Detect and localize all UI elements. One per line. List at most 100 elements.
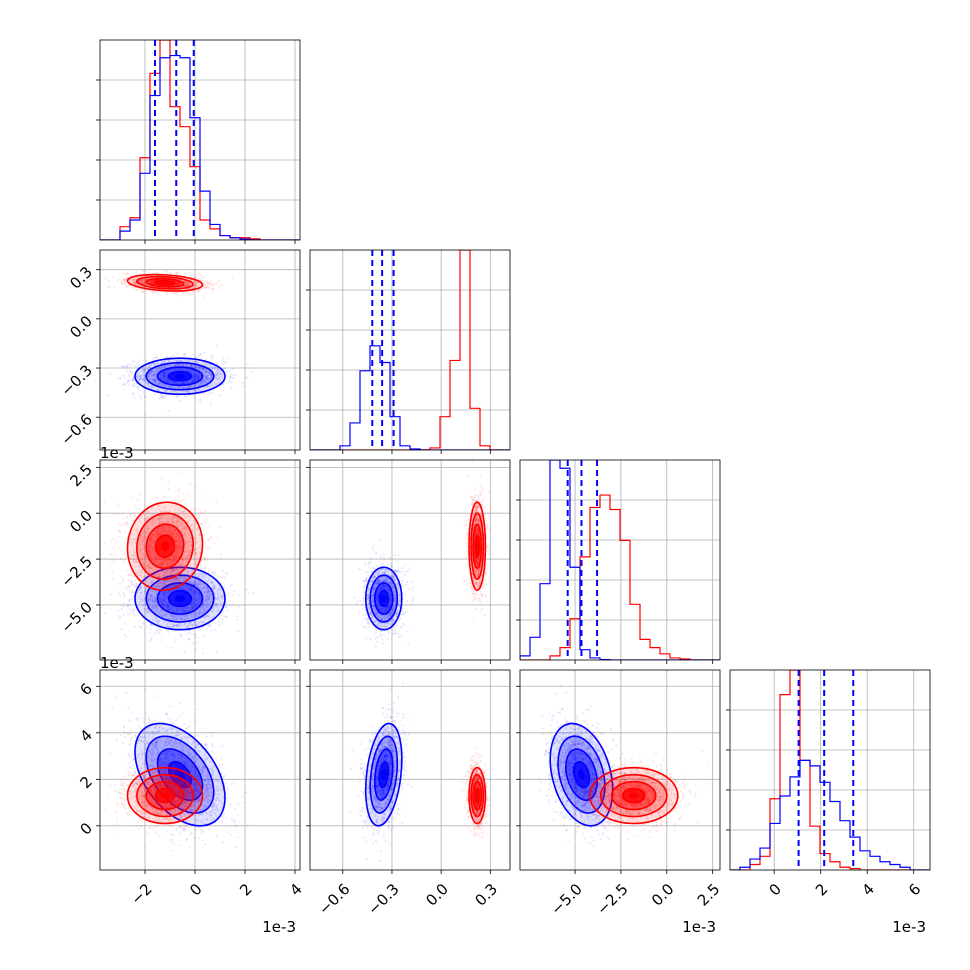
scatter-point [158, 382, 162, 385]
scatter-point [217, 623, 220, 626]
scatter-point [161, 373, 164, 376]
scatter-point [192, 380, 195, 383]
scatter-point [216, 362, 219, 365]
scatter-point [198, 367, 201, 370]
scatter-point [164, 372, 167, 375]
scatter-point [203, 281, 206, 285]
scatter-point [137, 389, 140, 392]
scatter-point [189, 371, 192, 374]
scatter-point [171, 600, 174, 603]
scatter-point [188, 368, 191, 371]
scatter-point [218, 376, 221, 379]
scatter-point [237, 629, 240, 633]
scatter-point [192, 384, 196, 387]
scatter-point [149, 372, 152, 375]
scatter-point [202, 381, 205, 384]
scatter-point [194, 284, 197, 287]
scatter-point [180, 390, 183, 393]
scatter-point [169, 364, 172, 368]
scatter-point [193, 374, 196, 377]
scatter-point [182, 381, 185, 384]
scatter-point [210, 283, 213, 286]
scatter-point [160, 593, 164, 596]
scatter-point [171, 381, 174, 384]
scatter-point [151, 281, 155, 284]
scatter-point [174, 380, 177, 383]
scatter-point [170, 386, 173, 389]
scatter-point [161, 377, 164, 381]
scatter-point [169, 380, 172, 383]
scatter-point [188, 364, 191, 367]
scatter-point [193, 374, 196, 377]
scatter-point [125, 635, 128, 639]
scatter-point [198, 354, 201, 357]
scatter-point [199, 398, 202, 401]
scatter-point [158, 369, 161, 372]
scatter-point [176, 395, 179, 398]
scatter-point [163, 379, 166, 382]
scatter-point [162, 606, 165, 609]
scatter-point [182, 380, 186, 384]
scatter-point [178, 382, 182, 385]
scatter-point [205, 286, 208, 289]
scatter-point [161, 477, 164, 480]
scatter-point [188, 283, 191, 286]
scatter-point [166, 364, 169, 367]
scatter-point [123, 633, 126, 636]
scatter-point [202, 276, 206, 279]
scatter-point [154, 378, 157, 381]
scatter-point [193, 373, 196, 376]
scatter-point [165, 270, 168, 273]
scatter-point [168, 379, 171, 382]
scatter-point [172, 382, 176, 385]
scatter-point [158, 632, 161, 635]
scatter-point [193, 379, 196, 382]
scatter-point [203, 380, 206, 383]
scatter-point [231, 373, 234, 376]
scatter-point [131, 360, 134, 363]
scatter-point [128, 378, 131, 381]
scatter-point [126, 285, 129, 288]
scatter-point [120, 575, 123, 578]
scatter-point [153, 392, 157, 396]
scatter-point [204, 371, 207, 374]
scatter-point [153, 633, 156, 636]
scatter-point [162, 371, 165, 374]
scatter-point [205, 375, 208, 378]
scatter-point [190, 385, 193, 388]
scatter-point [163, 365, 167, 368]
scatter-point [188, 386, 191, 389]
scatter-point [185, 280, 188, 284]
scatter-point [208, 363, 211, 366]
scatter-point [132, 281, 135, 284]
scatter-point [124, 364, 128, 368]
scatter-point [232, 376, 235, 380]
scatter-point [130, 371, 133, 374]
scatter-point [119, 582, 122, 585]
scatter-point [219, 394, 222, 397]
scatter-point [176, 391, 179, 394]
scatter-point [127, 383, 130, 386]
hist-red-series [310, 250, 510, 450]
scatter-point [205, 363, 208, 366]
scatter-point [125, 286, 128, 289]
scatter-point [195, 486, 198, 489]
scatter-point [186, 381, 189, 384]
scatter-point [190, 379, 193, 382]
scatter-point [205, 376, 208, 379]
scatter-point [134, 578, 138, 582]
scatter-point [171, 292, 174, 295]
scatter-point [171, 390, 174, 393]
scatter-point [205, 380, 208, 383]
scatter-point [205, 369, 208, 372]
scatter-point [197, 588, 200, 591]
scatter-point [192, 273, 195, 276]
scatter-point [184, 281, 187, 284]
scatter-point [186, 386, 189, 389]
scatter-point [216, 344, 219, 347]
scatter-point [122, 591, 125, 594]
scatter-point [142, 282, 145, 285]
scatter-point [155, 376, 158, 379]
scatter-point [195, 373, 198, 376]
scatter-point [148, 373, 151, 376]
